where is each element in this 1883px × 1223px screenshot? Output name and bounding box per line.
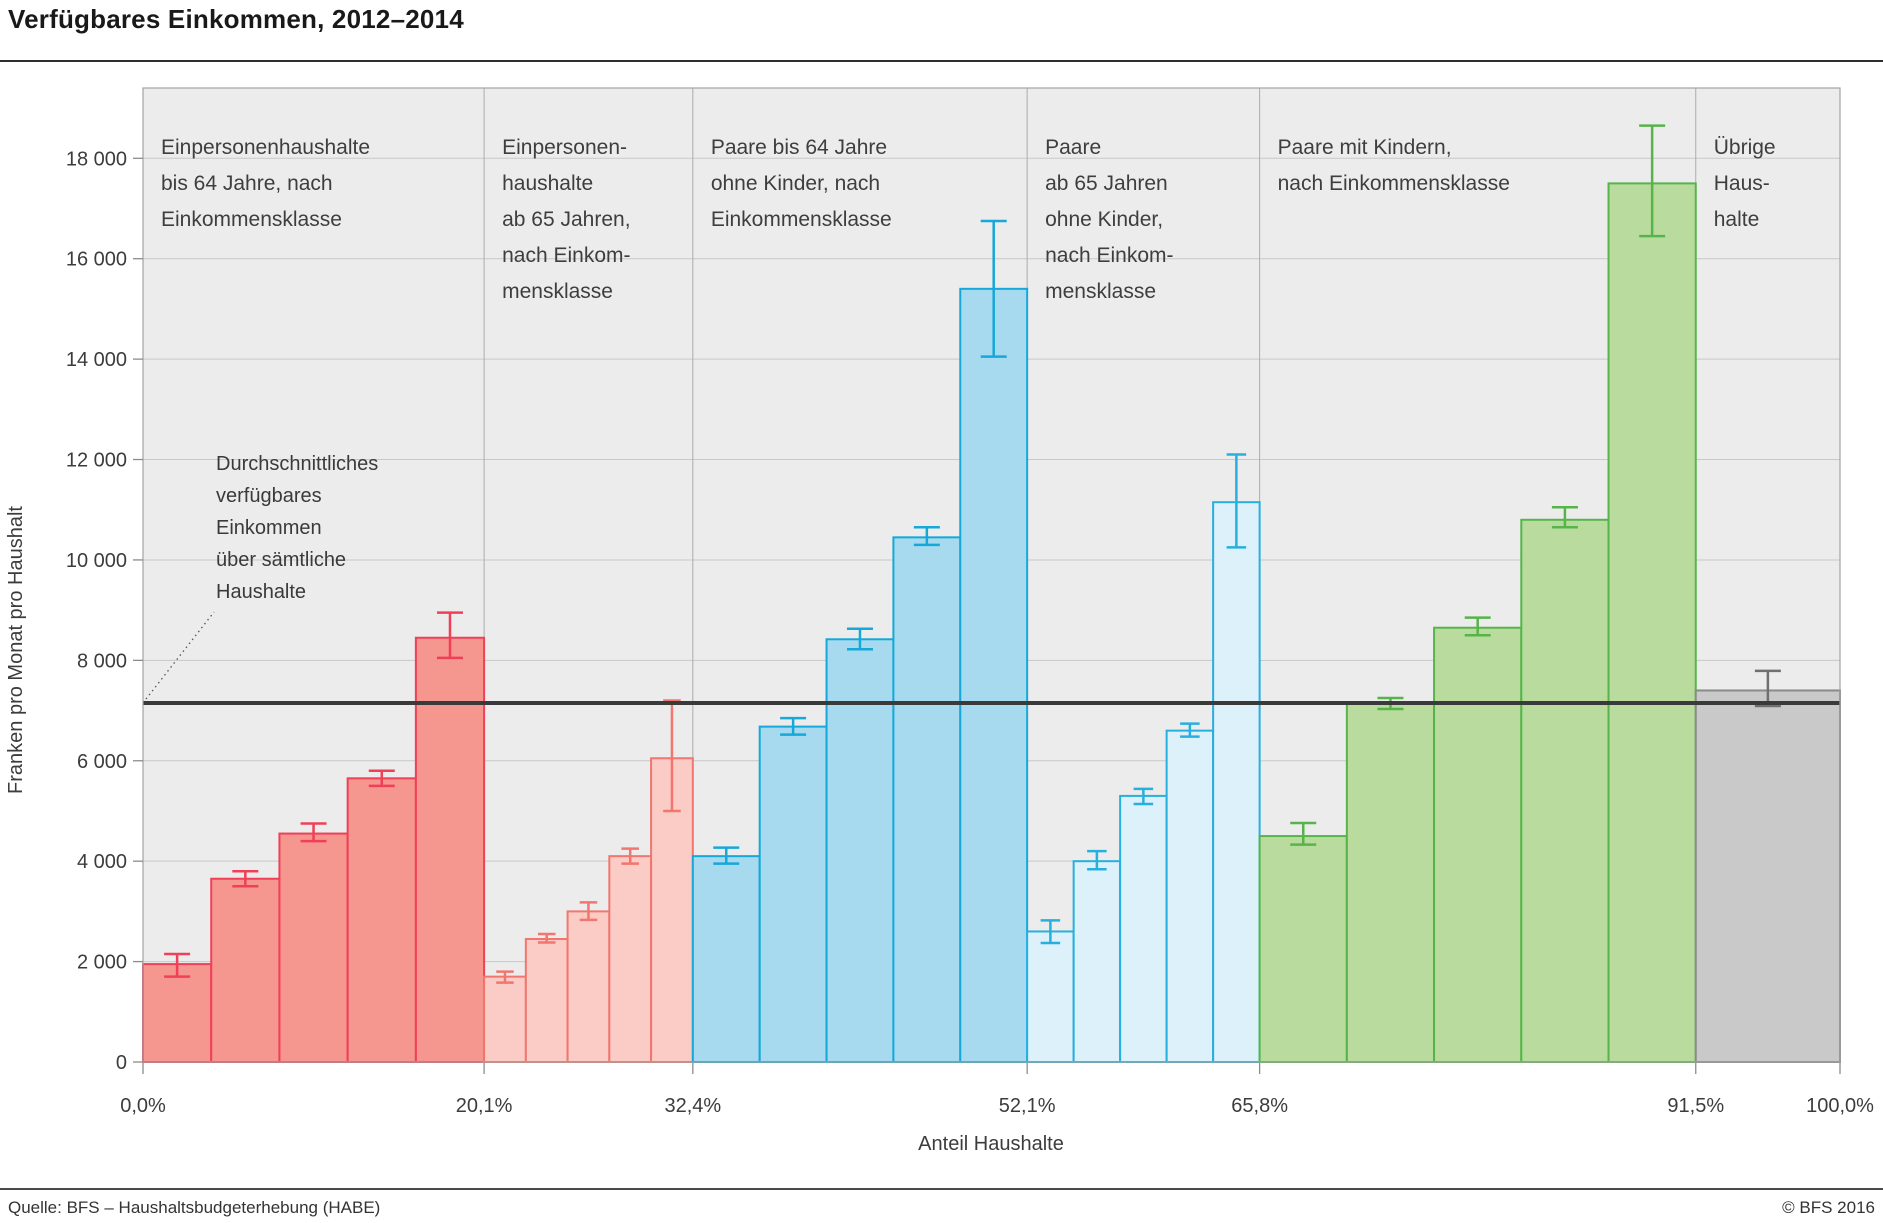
plot-frame	[142, 87, 1841, 1063]
y-tick-label: 10 000	[66, 550, 127, 572]
group-label-einperson-ab65: haushalte	[502, 172, 593, 195]
group-label-paare-mit-kindern: Paare mit Kindern,	[1278, 136, 1452, 159]
group-label-paare-bis64: ohne Kinder, nach	[711, 172, 880, 195]
bar-paare-ab65-5	[1212, 501, 1261, 1063]
x-tick-label: 52,1%	[999, 1095, 1056, 1117]
bar-einperson-ab65-1	[483, 975, 527, 1063]
group-label-paare-ab65: ab 65 Jahren	[1045, 172, 1168, 195]
y-tick-label: 2 000	[77, 952, 127, 974]
bar-uebrige-1	[1694, 689, 1841, 1064]
group-label-einperson-bis64: Einpersonenhaushalte	[161, 136, 370, 159]
bar-paare-ab65-4	[1165, 729, 1215, 1063]
bar-paare-bis64-4	[892, 536, 962, 1063]
group-label-einperson-ab65: ab 65 Jahren,	[502, 208, 630, 231]
y-tick-label: 14 000	[66, 349, 127, 371]
bar-paare-mit-kindern-4	[1520, 518, 1610, 1063]
bar-einperson-bis64-4	[346, 777, 417, 1063]
y-tick-label: 8 000	[77, 650, 127, 672]
y-tick-label: 6 000	[77, 751, 127, 773]
group-label-paare-bis64: Einkommensklasse	[711, 208, 892, 231]
x-tick-label: 32,4%	[664, 1095, 721, 1117]
mean-annotation-line: verfügbares	[216, 485, 322, 507]
group-label-uebrige: Haus-	[1714, 172, 1770, 195]
bar-einperson-bis64-1	[142, 963, 213, 1064]
group-label-einperson-ab65: nach Einkom-	[502, 244, 630, 267]
group-label-uebrige: halte	[1714, 208, 1760, 231]
y-tick-label: 18 000	[66, 148, 127, 170]
bar-einperson-bis64-2	[210, 877, 281, 1064]
mean-annotation-line: Durchschnittliches	[216, 453, 378, 475]
group-label-uebrige: Übrige	[1714, 136, 1776, 159]
page-title: Verfügbares Einkommen, 2012–2014	[8, 4, 464, 34]
mean-annotation-line: Haushalte	[216, 581, 306, 603]
bar-paare-ab65-1	[1026, 930, 1075, 1064]
source-note: Quelle: BFS – Haushaltsbudgeterhebung (H…	[8, 1198, 381, 1217]
bar-paare-bis64-2	[758, 725, 828, 1063]
group-label-einperson-bis64: Einkommensklasse	[161, 208, 342, 231]
group-label-paare-mit-kindern: nach Einkommensklasse	[1278, 172, 1510, 195]
group-label-paare-bis64: Paare bis 64 Jahre	[711, 136, 887, 159]
bar-einperson-ab65-2	[524, 937, 569, 1064]
y-tick-label: 12 000	[66, 450, 127, 472]
x-tick-label: 65,8%	[1231, 1095, 1288, 1117]
group-label-paare-ab65: Paare	[1045, 136, 1101, 159]
income-bar-chart: Franken pro Monat pro Haushalt Anteil Ha…	[5, 87, 1874, 1155]
y-axis-title: Franken pro Monat pro Haushalt	[5, 506, 27, 794]
title-divider	[0, 60, 1883, 62]
bar-paare-bis64-1	[691, 855, 761, 1064]
footer-divider	[0, 1188, 1883, 1190]
bar-paare-bis64-5	[959, 287, 1029, 1063]
group-label-paare-ab65: ohne Kinder,	[1045, 208, 1163, 231]
group-label-einperson-bis64: bis 64 Jahre, nach	[161, 172, 333, 195]
mean-annotation-line: Einkommen	[216, 517, 322, 539]
group-label-paare-ab65: nach Einkom-	[1045, 244, 1173, 267]
group-label-einperson-ab65: Einpersonen-	[502, 136, 627, 159]
bar-einperson-ab65-4	[608, 855, 653, 1064]
mean-annotation-leader	[145, 611, 215, 700]
x-tick-label: 100,0%	[1806, 1095, 1874, 1117]
bar-paare-mit-kindern-3	[1433, 626, 1523, 1063]
bar-paare-ab65-3	[1119, 794, 1168, 1063]
group-label-einperson-ab65: mensklasse	[502, 280, 613, 303]
bar-paare-ab65-2	[1072, 860, 1122, 1063]
bar-paare-mit-kindern-1	[1258, 835, 1348, 1063]
bar-einperson-bis64-3	[278, 832, 349, 1063]
x-tick-label: 20,1%	[456, 1095, 513, 1117]
x-tick-label: 0,0%	[120, 1095, 166, 1117]
y-tick-label: 4 000	[77, 851, 127, 873]
bar-paare-mit-kindern-5	[1607, 182, 1697, 1064]
y-tick-label: 16 000	[66, 249, 127, 271]
copyright-note: © BFS 2016	[1782, 1198, 1875, 1217]
bar-paare-mit-kindern-2	[1345, 702, 1436, 1063]
x-tick-label: 91,5%	[1667, 1095, 1724, 1117]
mean-annotation-line: über sämtliche	[216, 549, 346, 571]
y-tick-label: 0	[116, 1052, 127, 1074]
group-label-paare-ab65: mensklasse	[1045, 280, 1156, 303]
x-axis-title: Anteil Haushalte	[918, 1133, 1064, 1155]
bar-einperson-ab65-3	[566, 910, 611, 1064]
